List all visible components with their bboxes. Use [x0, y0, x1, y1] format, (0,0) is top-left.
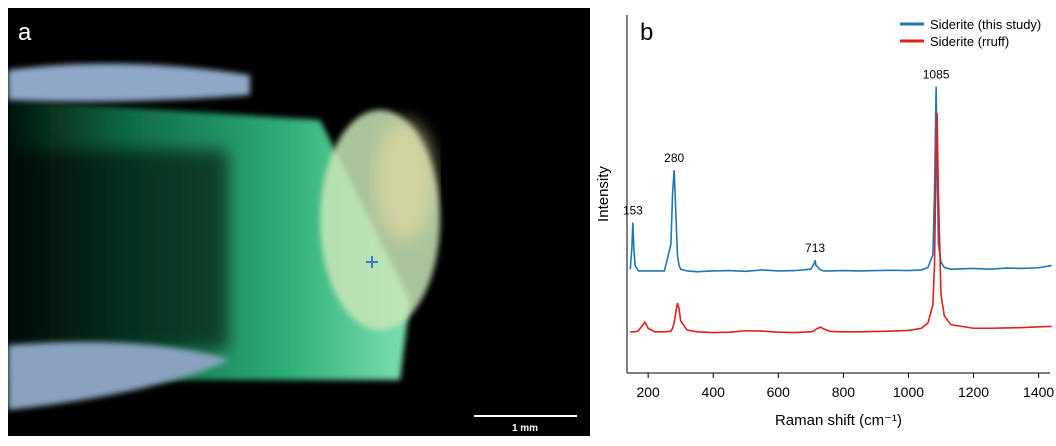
- x-tick-label: 1000: [893, 384, 924, 400]
- peak-label: 713: [805, 241, 825, 255]
- siderite-rim: [375, 120, 435, 240]
- scale-bar-label: 1 mm: [512, 423, 538, 434]
- crystal-shadow: [8, 150, 228, 350]
- legend-label: Siderite (this study): [930, 17, 1041, 32]
- x-axis-label: Raman shift (cm⁻¹): [775, 412, 902, 429]
- x-tick-label: 1200: [958, 384, 989, 400]
- holder-top: [8, 63, 250, 102]
- photo: 1 mm: [8, 8, 590, 436]
- x-tick-label: 200: [636, 384, 660, 400]
- holder-bottom: [8, 342, 230, 410]
- spectrum-line: [630, 113, 1052, 334]
- panel-label: a: [18, 19, 32, 46]
- x-tick-label: 800: [832, 384, 856, 400]
- peak-label: 153: [623, 204, 643, 218]
- x-tick-label: 1400: [1023, 384, 1054, 400]
- x-tick-label: 400: [702, 384, 726, 400]
- plot: 200 400 600 800 1000 1200 1400 Raman shift (cm⁻…: [595, 15, 1054, 429]
- y-axis-label: Intensity: [595, 166, 612, 222]
- x-tick-label: 600: [767, 384, 791, 400]
- peak-label: 280: [664, 151, 684, 165]
- spectrum-line: [629, 86, 1052, 273]
- panel-label: b: [640, 19, 653, 46]
- legend-label: Siderite (rruff): [930, 34, 1009, 49]
- peak-label: 1085: [923, 68, 950, 82]
